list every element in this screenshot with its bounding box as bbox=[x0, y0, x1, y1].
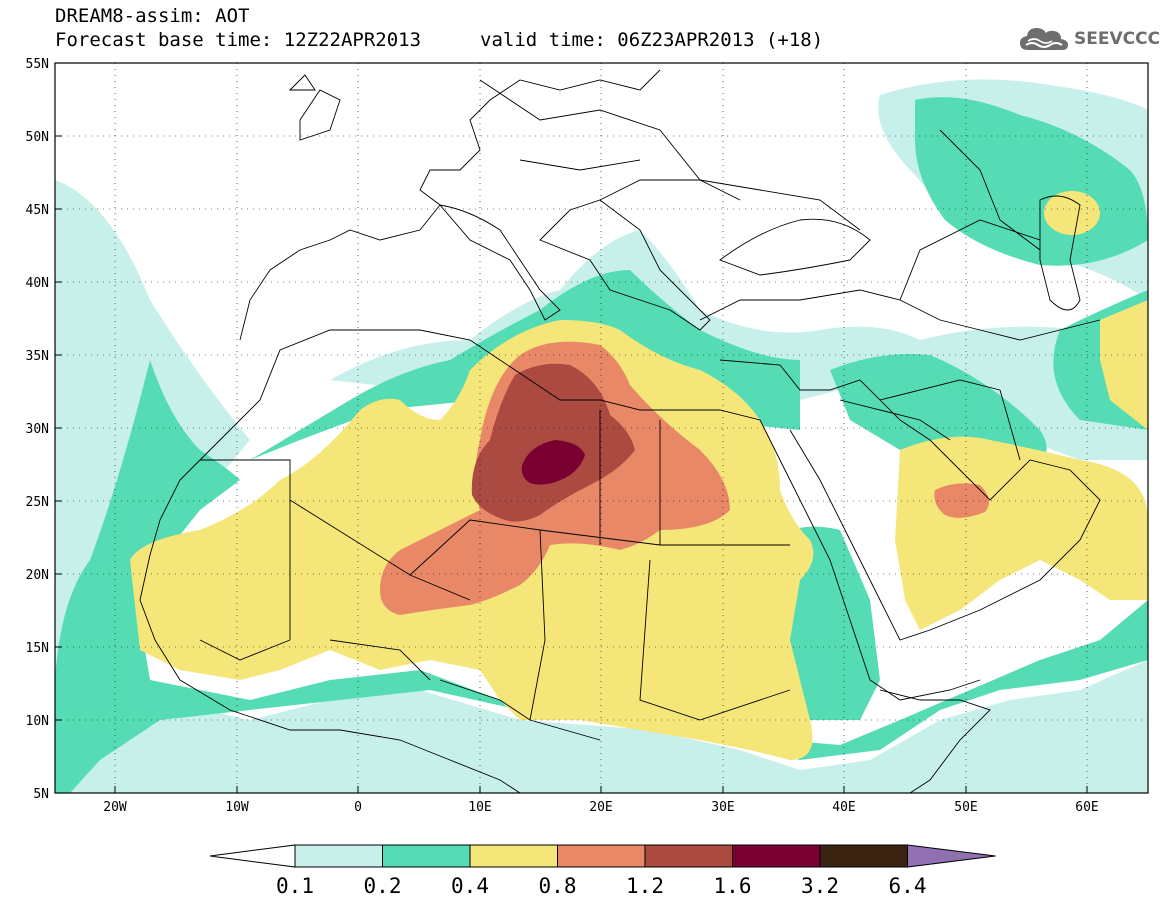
lon-label: 40E bbox=[832, 800, 855, 815]
lat-labels: 55N 50N 45N 40N 35N 30N 25N 20N 15N 10N … bbox=[26, 57, 49, 802]
lon-labels: 20W 10W 0 10E 20E 30E 40E 50E 60E bbox=[103, 800, 1098, 815]
valid-time: valid time: 06Z23APR2013 (+18) bbox=[480, 29, 824, 51]
colorbar-swatch bbox=[382, 844, 471, 868]
lon-label: 50E bbox=[954, 800, 977, 815]
seevccc-logo: SEEVCCC bbox=[1018, 24, 1160, 54]
colorbar-level-label: 0.8 bbox=[539, 874, 577, 898]
colorbar-level-label: 0.1 bbox=[276, 874, 314, 898]
lat-label: 30N bbox=[26, 422, 49, 437]
lon-label: 10E bbox=[468, 800, 491, 815]
colorbar-level-label: 0.2 bbox=[364, 874, 402, 898]
lat-label: 20N bbox=[26, 568, 49, 583]
map-title: DREAM8-assim: AOT bbox=[55, 5, 250, 27]
colorbar-level-label: 1.2 bbox=[626, 874, 664, 898]
colorbar-swatch bbox=[644, 844, 733, 868]
colorbar-swatch bbox=[819, 844, 908, 868]
aot-fields bbox=[55, 63, 1148, 793]
lat-label: 55N bbox=[26, 57, 49, 72]
colorbar-level-label: 0.4 bbox=[451, 874, 489, 898]
lon-label: 30E bbox=[711, 800, 734, 815]
colorbar-labels: 0.1 0.2 0.4 0.8 1.2 1.6 3.2 6.4 bbox=[276, 874, 926, 898]
lat-label: 15N bbox=[26, 641, 49, 656]
cloud-icon bbox=[1020, 28, 1068, 50]
colorbar-swatch bbox=[469, 844, 558, 868]
lat-label: 10N bbox=[26, 714, 49, 729]
lon-label: 10W bbox=[225, 800, 249, 815]
aot-band-1-6 bbox=[521, 440, 585, 485]
colorbar-level-label: 6.4 bbox=[889, 874, 927, 898]
lat-label: 35N bbox=[26, 349, 49, 364]
lat-label: 25N bbox=[26, 495, 49, 510]
lon-label: 0 bbox=[354, 800, 362, 815]
lat-label: 45N bbox=[26, 203, 49, 218]
logo-text: SEEVCCC bbox=[1074, 29, 1161, 49]
graticule bbox=[55, 63, 1148, 793]
lon-label: 20E bbox=[589, 800, 612, 815]
colorbar-swatches bbox=[209, 844, 996, 868]
axis-ticks bbox=[55, 135, 1088, 793]
lon-label: 20W bbox=[103, 800, 127, 815]
lon-label: 60E bbox=[1075, 800, 1098, 815]
lat-label: 50N bbox=[26, 130, 49, 145]
colorbar-swatch bbox=[732, 844, 821, 868]
colorbar-swatch bbox=[557, 844, 646, 868]
lat-label: 5N bbox=[33, 787, 49, 802]
colorbar-under-arrow bbox=[209, 844, 296, 868]
lat-label: 40N bbox=[26, 276, 49, 291]
colorbar-level-label: 3.2 bbox=[801, 874, 839, 898]
colorbar-swatch bbox=[294, 844, 383, 868]
colorbar-level-label: 1.6 bbox=[714, 874, 752, 898]
boundaries bbox=[139, 69, 1101, 793]
colorbar-over-arrow bbox=[907, 844, 996, 868]
forecast-base-time: Forecast base time: 12Z22APR2013 bbox=[55, 29, 422, 51]
